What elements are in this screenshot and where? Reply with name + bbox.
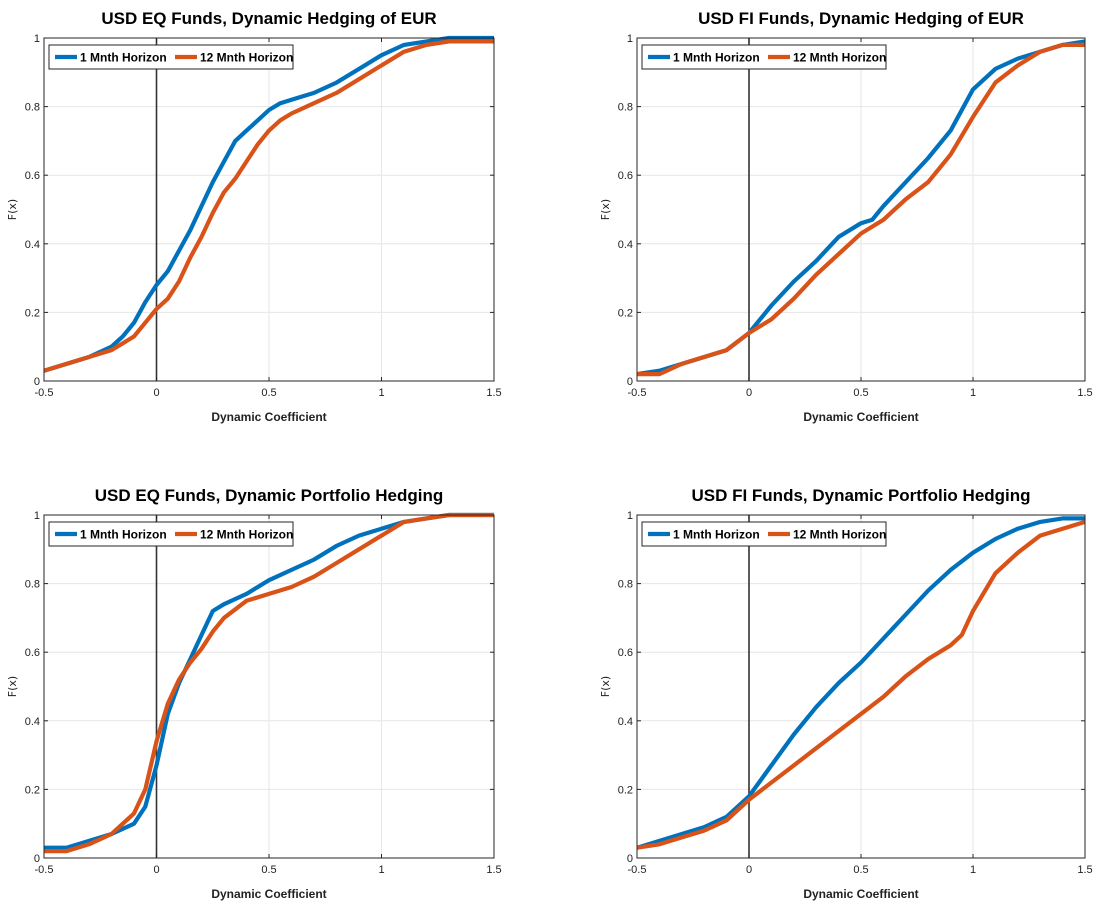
x-tick-label: -0.5 [35, 387, 54, 399]
legend: 1 Mnth Horizon 12 Mnth Horizon [49, 522, 293, 546]
legend-label: 12 Mnth Horizon [200, 528, 293, 542]
x-tick-label: 1.5 [486, 864, 501, 876]
x-tick-label: 0 [746, 864, 752, 876]
chart-title: USD FI Funds, Dynamic Portfolio Hedging [691, 486, 1030, 505]
y-tick-label: 0.6 [25, 647, 40, 659]
legend-label: 12 Mnth Horizon [200, 51, 293, 65]
y-axis-label: F(x) [6, 676, 19, 697]
chart-panel-fi-portfolio: -0.5 0 0.5 1 1.5 0 0.2 0.4 0.6 0.8 1 USD FI Funds, … [553, 456, 1107, 912]
y-tick-label: 0 [34, 376, 40, 388]
x-tick-label: 1.5 [486, 387, 501, 399]
y-axis-label: F(x) [6, 199, 19, 220]
x-tick-label: 1 [970, 864, 976, 876]
chart-title: USD EQ Funds, Dynamic Hedging of EUR [101, 9, 436, 28]
chart-panel-eq-eur: -0.5 0 0.5 1 1.5 0 0.2 0.4 0.6 0.8 1 USD EQ Funds, … [0, 0, 553, 456]
y-tick-label: 0.8 [25, 102, 40, 114]
y-tick-label: 0.4 [618, 716, 633, 728]
x-tick-label: 0 [153, 387, 159, 399]
legend-label: 1 Mnth Horizon [80, 528, 167, 542]
y-axis-label: F(x) [599, 676, 612, 697]
x-axis-label: Dynamic Coefficient [803, 887, 918, 901]
x-axis-label: Dynamic Coefficient [211, 410, 326, 424]
legend: 1 Mnth Horizon 12 Mnth Horizon [642, 522, 886, 546]
legend-label: 1 Mnth Horizon [673, 528, 760, 542]
y-tick-label: 0.4 [25, 239, 40, 251]
x-tick-label: 0.5 [853, 387, 868, 399]
x-tick-label: 1 [378, 387, 384, 399]
y-tick-label: 0.8 [618, 102, 633, 114]
y-tick-label: 0.2 [25, 307, 40, 319]
legend-label: 12 Mnth Horizon [793, 51, 886, 65]
y-tick-label: 0.8 [25, 579, 40, 591]
x-tick-label: -0.5 [628, 864, 647, 876]
y-tick-label: 1 [34, 510, 40, 522]
legend-label: 1 Mnth Horizon [80, 51, 167, 65]
y-tick-label: 0.2 [618, 784, 633, 796]
x-tick-label: 1 [970, 387, 976, 399]
y-tick-label: 0.4 [25, 716, 40, 728]
x-tick-label: 0.5 [261, 864, 276, 876]
chart-panel-eq-portfolio: -0.5 0 0.5 1 1.5 0 0.2 0.4 0.6 0.8 1 USD EQ Funds, … [0, 456, 553, 912]
y-tick-label: 0.8 [618, 579, 633, 591]
y-tick-label: 0 [34, 853, 40, 865]
legend-label: 12 Mnth Horizon [793, 528, 886, 542]
chart-panel-fi-eur: -0.5 0 0.5 1 1.5 0 0.2 0.4 0.6 0.8 1 USD FI Funds, … [553, 0, 1107, 456]
legend: 1 Mnth Horizon 12 Mnth Horizon [642, 45, 886, 69]
x-axis-label: Dynamic Coefficient [211, 887, 326, 901]
x-tick-label: 0 [746, 387, 752, 399]
x-axis-label: Dynamic Coefficient [803, 410, 918, 424]
y-tick-label: 0.2 [618, 307, 633, 319]
y-tick-label: 0.2 [25, 784, 40, 796]
x-tick-label: 0.5 [853, 864, 868, 876]
chart-title: USD FI Funds, Dynamic Hedging of EUR [698, 9, 1024, 28]
legend: 1 Mnth Horizon 12 Mnth Horizon [49, 45, 293, 69]
y-axis-label: F(x) [599, 199, 612, 220]
x-tick-label: 0.5 [261, 387, 276, 399]
y-tick-label: 1 [34, 33, 40, 45]
y-tick-label: 0.6 [618, 170, 633, 182]
x-tick-label: -0.5 [35, 864, 54, 876]
x-tick-label: 1.5 [1077, 387, 1092, 399]
x-tick-label: 1 [378, 864, 384, 876]
chart-title: USD EQ Funds, Dynamic Portfolio Hedging [95, 486, 444, 505]
x-tick-label: 1.5 [1077, 864, 1092, 876]
y-tick-label: 1 [627, 33, 633, 45]
legend-label: 1 Mnth Horizon [673, 51, 760, 65]
y-tick-label: 0.6 [618, 647, 633, 659]
y-tick-label: 0 [627, 853, 633, 865]
x-tick-label: -0.5 [628, 387, 647, 399]
y-tick-label: 0 [627, 376, 633, 388]
y-tick-label: 0.6 [25, 170, 40, 182]
y-tick-label: 0.4 [618, 239, 633, 251]
y-tick-label: 1 [627, 510, 633, 522]
x-tick-label: 0 [153, 864, 159, 876]
